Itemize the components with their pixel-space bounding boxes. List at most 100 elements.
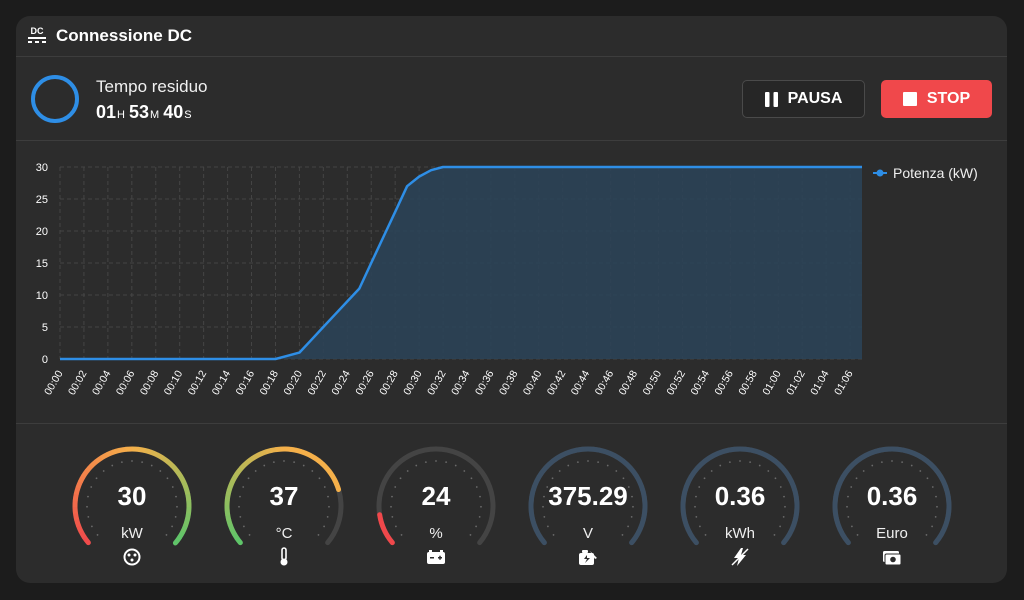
gauge-tick: [323, 525, 325, 528]
seconds-unit: S: [184, 109, 192, 121]
x-tick-label: 00:22: [305, 368, 329, 397]
metrics-gauges: 30 kW 37 °C 24 %: [16, 424, 1007, 583]
x-tick-label: 00:48: [617, 368, 641, 397]
x-tick-label: 00:26: [353, 368, 377, 397]
gauge-tick: [784, 505, 786, 508]
voltage-value: 375.29: [548, 481, 628, 511]
gauge-tick: [704, 534, 707, 536]
gauge-tick: [283, 460, 285, 462]
gauge-fill-segment: [275, 446, 282, 453]
gauge-fill-segment: [184, 513, 191, 521]
battery-value: 24: [421, 481, 451, 511]
gauge-fill-segment: [174, 469, 183, 478]
thermometer-icon: [280, 547, 288, 566]
chart-legend[interactable]: Potenza (kW): [873, 165, 978, 181]
x-tick-label: 00:08: [138, 368, 162, 397]
gauge-tick: [901, 461, 904, 464]
x-tick-label: 00:32: [425, 368, 449, 397]
gauge-fill-segment: [329, 474, 338, 482]
gauge-tick: [469, 534, 472, 536]
gauge-tick: [131, 460, 133, 462]
battery-gauge-arc: [376, 446, 496, 546]
power-line: [60, 165, 862, 361]
gauge-fill-segment: [161, 455, 170, 464]
gauge-tick: [936, 505, 938, 508]
remaining-time-value: 01H 53M 40S: [96, 102, 196, 123]
x-tick-label: 01:04: [808, 368, 832, 397]
gauge-tick: [91, 525, 93, 528]
gauge-tick: [935, 495, 937, 498]
power-gauge-arc: [72, 446, 192, 546]
x-tick-label: 00:40: [521, 368, 545, 397]
x-tick-label: 00:54: [688, 368, 712, 397]
gauge-fill-segment: [324, 465, 332, 474]
gauge-tick: [931, 525, 933, 528]
power-value: 30: [117, 481, 147, 511]
gauge-tick: [87, 515, 90, 518]
gauge-tick: [773, 534, 776, 536]
gauge-tick: [174, 515, 177, 518]
gauge-tick: [847, 515, 850, 518]
gauge-tick: [239, 495, 241, 498]
gauge-tick: [475, 525, 477, 528]
power-unit: kW: [121, 525, 143, 542]
gauge-fill-segment: [239, 462, 247, 471]
gauge-tick: [87, 495, 89, 498]
gauge-tick: [435, 460, 437, 462]
x-tick-label: 00:50: [641, 368, 665, 397]
gauge-tick: [400, 534, 403, 536]
x-tick-label: 00:02: [66, 368, 90, 397]
gauge-tick: [248, 534, 251, 536]
gauge-tick: [606, 464, 609, 467]
gauge-fill-segment: [251, 453, 259, 461]
gauge-tick: [238, 505, 240, 508]
x-tick-label: 00:38: [497, 368, 521, 397]
temperature-value: 37: [269, 481, 299, 511]
gauge-tick: [176, 505, 178, 508]
gauge-fill-segment: [265, 448, 272, 455]
cost-gauge-arc: [832, 446, 952, 546]
gauge-tick: [326, 515, 329, 518]
gauge-tick: [394, 486, 397, 488]
gauge-tick: [558, 470, 561, 472]
gauge-tick: [856, 534, 859, 536]
stop-button[interactable]: STOP: [881, 80, 992, 118]
x-tick-label: 00:34: [449, 368, 473, 397]
gauge-tick: [694, 505, 696, 508]
gauge-fill-segment: [170, 464, 180, 473]
gauge-tick: [302, 464, 305, 467]
stop-label: STOP: [926, 90, 971, 107]
gauge-tick: [463, 470, 466, 472]
y-tick-label: 0: [42, 354, 48, 366]
gauge-fill-segment: [308, 453, 317, 461]
x-tick-label: 00:12: [186, 368, 210, 397]
gauge-tick: [243, 525, 245, 528]
legend-marker-icon: [873, 169, 887, 177]
gauge-fill-segment: [172, 534, 183, 546]
x-tick-label: 00:28: [377, 368, 401, 397]
gauge-tick: [470, 477, 473, 480]
x-tick-label: 00:52: [665, 368, 689, 397]
legend-label: Potenza (kW): [893, 165, 978, 181]
gauge-tick: [546, 486, 549, 488]
hours-unit: H: [117, 109, 125, 121]
ev-icon: [579, 550, 597, 565]
cost-value: 0.36: [866, 481, 918, 511]
energy-value: 0.36: [714, 481, 766, 511]
pause-button[interactable]: PAUSA: [742, 80, 865, 118]
gauge-tick: [774, 477, 777, 480]
gauge-tick: [454, 464, 457, 467]
seconds-value: 40: [163, 102, 184, 122]
gauge-tick: [95, 477, 98, 480]
gauge-fill-segment: [89, 459, 99, 468]
x-tick-label: 00:14: [210, 368, 234, 397]
dc-icon: DC: [28, 26, 46, 43]
gauge-tick: [166, 477, 169, 480]
gauge-fill-segment: [260, 449, 268, 457]
gauge-tick: [631, 495, 633, 498]
gauge-track: [376, 446, 496, 546]
gauge-fill-segment: [304, 450, 312, 458]
x-tick-label: 00:06: [114, 368, 138, 397]
minutes-value: 53: [128, 102, 150, 122]
